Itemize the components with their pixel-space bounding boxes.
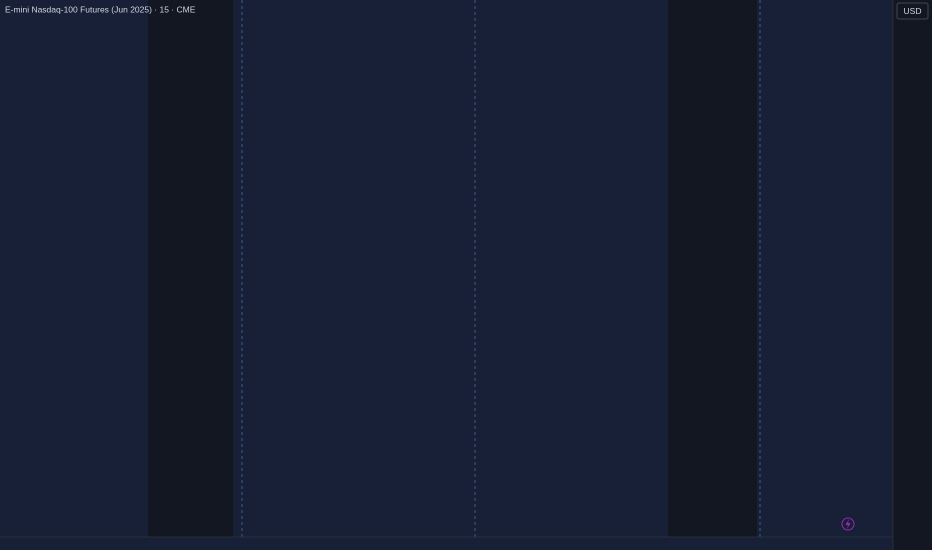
alert-icon-bolt bbox=[845, 519, 851, 529]
currency-box[interactable] bbox=[896, 2, 929, 20]
session-shade bbox=[668, 0, 757, 537]
alert-icon[interactable] bbox=[841, 517, 855, 531]
chart-title: E-mini Nasdaq-100 Futures (Jun 2025) · 1… bbox=[5, 4, 196, 14]
price-axis bbox=[893, 0, 932, 550]
session-shade bbox=[148, 0, 233, 537]
currency: USD bbox=[904, 6, 922, 16]
